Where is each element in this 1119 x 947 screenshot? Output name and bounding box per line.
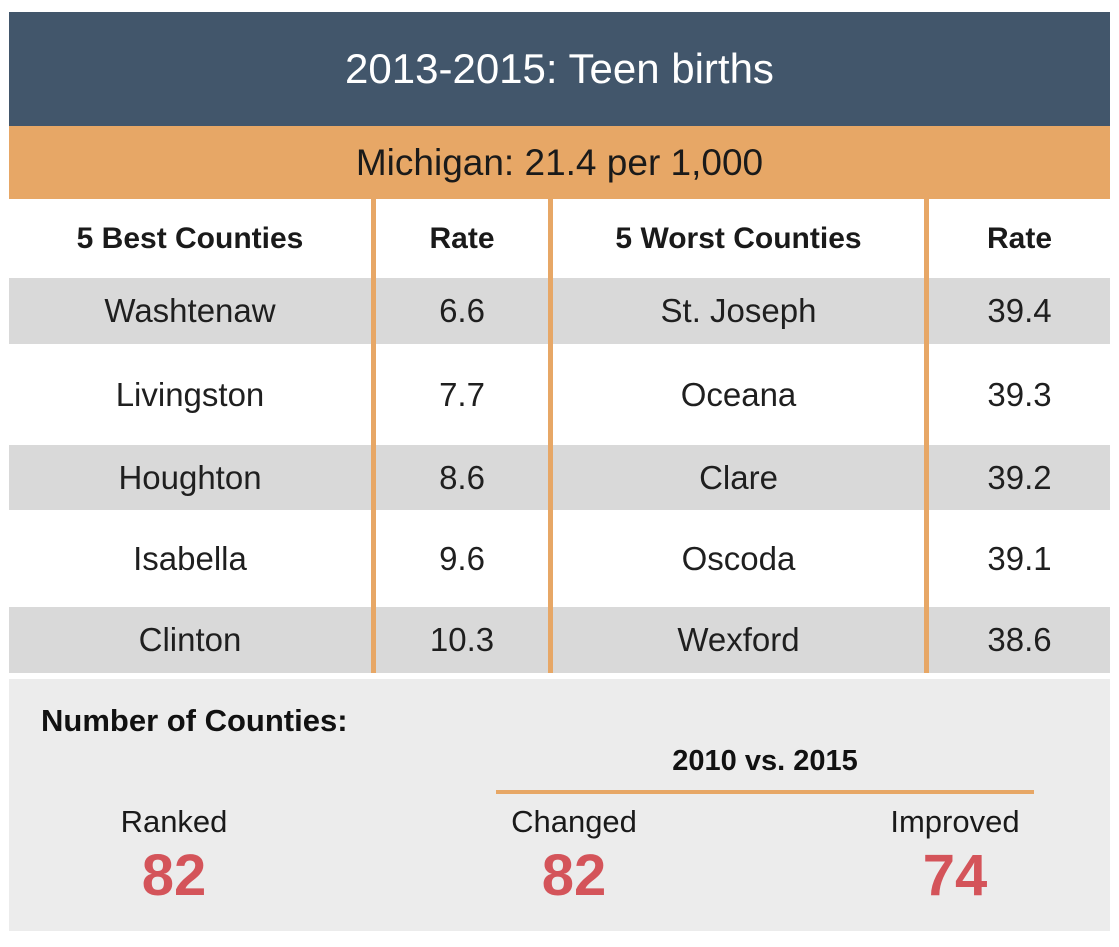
- worst-county-name: Oscoda: [553, 510, 929, 607]
- title-bar: 2013-2015: Teen births: [9, 12, 1110, 126]
- worst-county-rate: 39.4: [987, 292, 1052, 329]
- stat-value: 82: [141, 843, 207, 908]
- stat-label: Ranked: [120, 804, 228, 839]
- page-title: 2013-2015: Teen births: [345, 45, 774, 92]
- table-row: Houghton 8.6 Clare 39.2: [9, 445, 1110, 510]
- stat-label: Improved: [890, 804, 1020, 839]
- infographic-card: 2013-2015: Teen births Michigan: 21.4 pe…: [9, 12, 1110, 931]
- table-row: Clinton 10.3 Wexford 38.6: [9, 607, 1110, 673]
- stat-value: 82: [541, 843, 607, 908]
- best-county-name: Isabella: [9, 510, 376, 607]
- counties-stats: Ranked 82 Changed 82 Improved 74: [9, 804, 1110, 906]
- best-county-name: Clinton: [9, 607, 376, 673]
- best-county-rate: 9.6: [376, 510, 553, 607]
- stat-value: 74: [922, 843, 988, 908]
- summary-heading: Number of Counties:: [41, 703, 348, 738]
- worst-county-name: Wexford: [553, 607, 929, 673]
- stat-label: Changed: [511, 804, 637, 839]
- worst-county-rate: 38.6: [987, 621, 1052, 658]
- counties-summary-panel: Number of Counties: 2010 vs. 2015 Ranked…: [9, 679, 1110, 931]
- stat-changed: Changed 82: [339, 804, 809, 906]
- header-best-counties: 5 Best Counties: [9, 199, 376, 278]
- best-county-name: Livingston: [9, 344, 376, 445]
- counties-table: 5 Best Counties Rate 5 Worst Counties Ra…: [9, 199, 1110, 673]
- worst-county-name: St. Joseph: [553, 278, 929, 344]
- worst-county-name: Oceana: [553, 344, 929, 445]
- worst-county-name: Clare: [553, 445, 929, 510]
- best-county-rate: 6.6: [376, 278, 553, 344]
- best-county-rate: 10.3: [376, 607, 553, 673]
- worst-county-rate: 39.1: [987, 539, 1052, 577]
- worst-county-rate: 39.3: [987, 375, 1052, 413]
- table-row: Livingston 7.7 Oceana 39.3: [9, 344, 1110, 445]
- best-county-rate: 8.6: [376, 445, 553, 510]
- table-header-row: 5 Best Counties Rate 5 Worst Counties Ra…: [9, 199, 1110, 278]
- table-row: Washtenaw 6.6 St. Joseph 39.4: [9, 278, 1110, 344]
- best-county-name: Houghton: [9, 445, 376, 510]
- header-worst-counties: 5 Worst Counties: [553, 199, 929, 278]
- worst-county-rate: 39.2: [987, 458, 1052, 496]
- comparison-period-label: 2010 vs. 2015: [496, 745, 1034, 794]
- table-row: Isabella 9.6 Oscoda 39.1: [9, 510, 1110, 607]
- state-rate-bar: Michigan: 21.4 per 1,000: [9, 126, 1110, 199]
- header-best-rate: Rate: [376, 199, 553, 278]
- stat-improved: Improved 74: [809, 804, 1101, 906]
- best-county-rate: 7.7: [376, 344, 553, 445]
- header-worst-rate: Rate: [986, 221, 1053, 255]
- comparison-period-text: 2010 vs. 2015: [672, 745, 858, 777]
- stat-ranked: Ranked 82: [9, 804, 339, 906]
- state-rate-label: Michigan: 21.4 per 1,000: [355, 141, 764, 183]
- best-county-name: Washtenaw: [9, 278, 376, 344]
